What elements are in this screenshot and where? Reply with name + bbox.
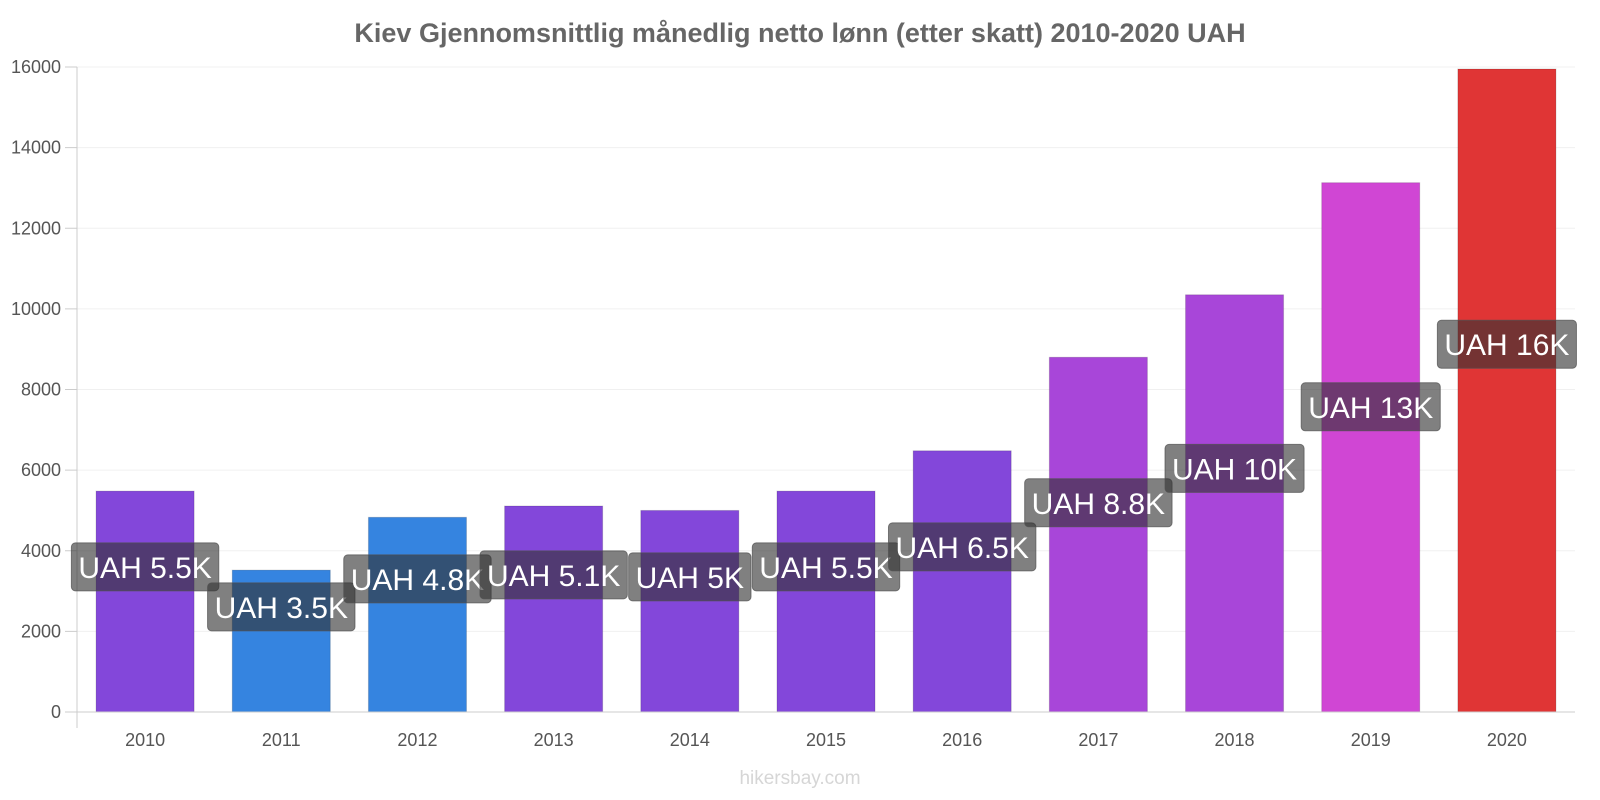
- y-tick-label: 4000: [21, 541, 61, 561]
- data-label-text: UAH 16K: [1444, 329, 1569, 362]
- x-tick-label: 2017: [1078, 730, 1118, 750]
- y-tick-label: 14000: [11, 138, 61, 158]
- data-label: UAH 5.1K: [479, 550, 628, 600]
- data-label: UAH 10K: [1164, 443, 1305, 493]
- data-label: UAH 8.8K: [1024, 478, 1173, 528]
- data-label-box: [1164, 443, 1305, 493]
- data-label-text: UAH 5.1K: [487, 560, 620, 593]
- chart-title: Kiev Gjennomsnittlig månedlig netto lønn…: [354, 18, 1245, 48]
- x-tick-label: 2020: [1487, 730, 1527, 750]
- bar-2014: [640, 509, 740, 713]
- data-label-text: UAH 13K: [1308, 392, 1433, 425]
- data-label-box: [887, 522, 1037, 572]
- bar-2013: [504, 505, 604, 713]
- source-footer: hikersbay.com: [739, 768, 861, 789]
- data-label-text: UAH 6.5K: [895, 532, 1028, 565]
- bar-2016: [912, 450, 1012, 713]
- data-label-box: [1300, 382, 1441, 432]
- data-label-box: [207, 582, 356, 632]
- x-tick-label: 2019: [1351, 730, 1391, 750]
- data-label: UAH 5K: [628, 552, 752, 602]
- x-tick-label: 2011: [262, 730, 301, 750]
- bar-2012: [367, 516, 467, 713]
- y-tick-label: 16000: [11, 57, 61, 77]
- data-label-box: [1436, 319, 1577, 369]
- data-label-text: UAH 3.5K: [215, 592, 348, 625]
- data-label-text: UAH 5K: [636, 562, 744, 595]
- bar-2015: [776, 490, 876, 713]
- y-tick-label: 12000: [11, 218, 61, 238]
- y-tick-label: 2000: [21, 621, 61, 641]
- x-tick-label: 2015: [806, 730, 846, 750]
- y-tick-label: 0: [51, 702, 61, 722]
- bar-2020: [1457, 68, 1557, 713]
- x-axis: 2010 2011 2012 2013 2014 2015 2016 2017 2018 2019…: [77, 711, 1575, 750]
- y-tick-label: 6000: [21, 460, 61, 480]
- x-tick-label: 2012: [397, 730, 437, 750]
- data-label-box: [70, 542, 220, 592]
- bar-2017: [1048, 356, 1148, 713]
- data-label: UAH 4.8K: [343, 554, 492, 604]
- gridlines: [77, 66, 1575, 632]
- data-label: UAH 3.5K: [207, 582, 356, 632]
- data-label: UAH 6.5K: [887, 522, 1037, 572]
- data-label: UAH 16K: [1436, 319, 1577, 369]
- data-label: UAH 5.5K: [751, 542, 901, 592]
- bar-2018: [1185, 294, 1285, 713]
- y-tick-label: 8000: [21, 380, 61, 400]
- data-label: UAH 13K: [1300, 382, 1441, 432]
- data-label: UAH 5.5K: [70, 542, 220, 592]
- data-label-box: [479, 550, 628, 600]
- data-label-text: UAH 5.5K: [759, 552, 892, 585]
- x-tick-label: 2016: [942, 730, 982, 750]
- data-label-text: UAH 10K: [1172, 453, 1297, 486]
- data-label-box: [1024, 478, 1173, 528]
- y-axis: 0 2000 4000 6000 8000 10000 12000 14000 16000: [11, 57, 78, 728]
- data-label-box: [628, 552, 752, 602]
- x-tick-label: 2010: [125, 730, 165, 750]
- data-label-text: UAH 8.8K: [1032, 488, 1165, 521]
- x-tick-label: 2014: [670, 730, 710, 750]
- data-label-text: UAH 4.8K: [351, 564, 484, 597]
- bar-2019: [1321, 182, 1421, 713]
- y-tick-label: 10000: [11, 299, 61, 319]
- data-label-text: UAH 5.5K: [78, 552, 211, 585]
- x-tick-label: 2018: [1215, 730, 1255, 750]
- x-tick-label: 2013: [534, 730, 574, 750]
- bar-2010: [95, 490, 195, 713]
